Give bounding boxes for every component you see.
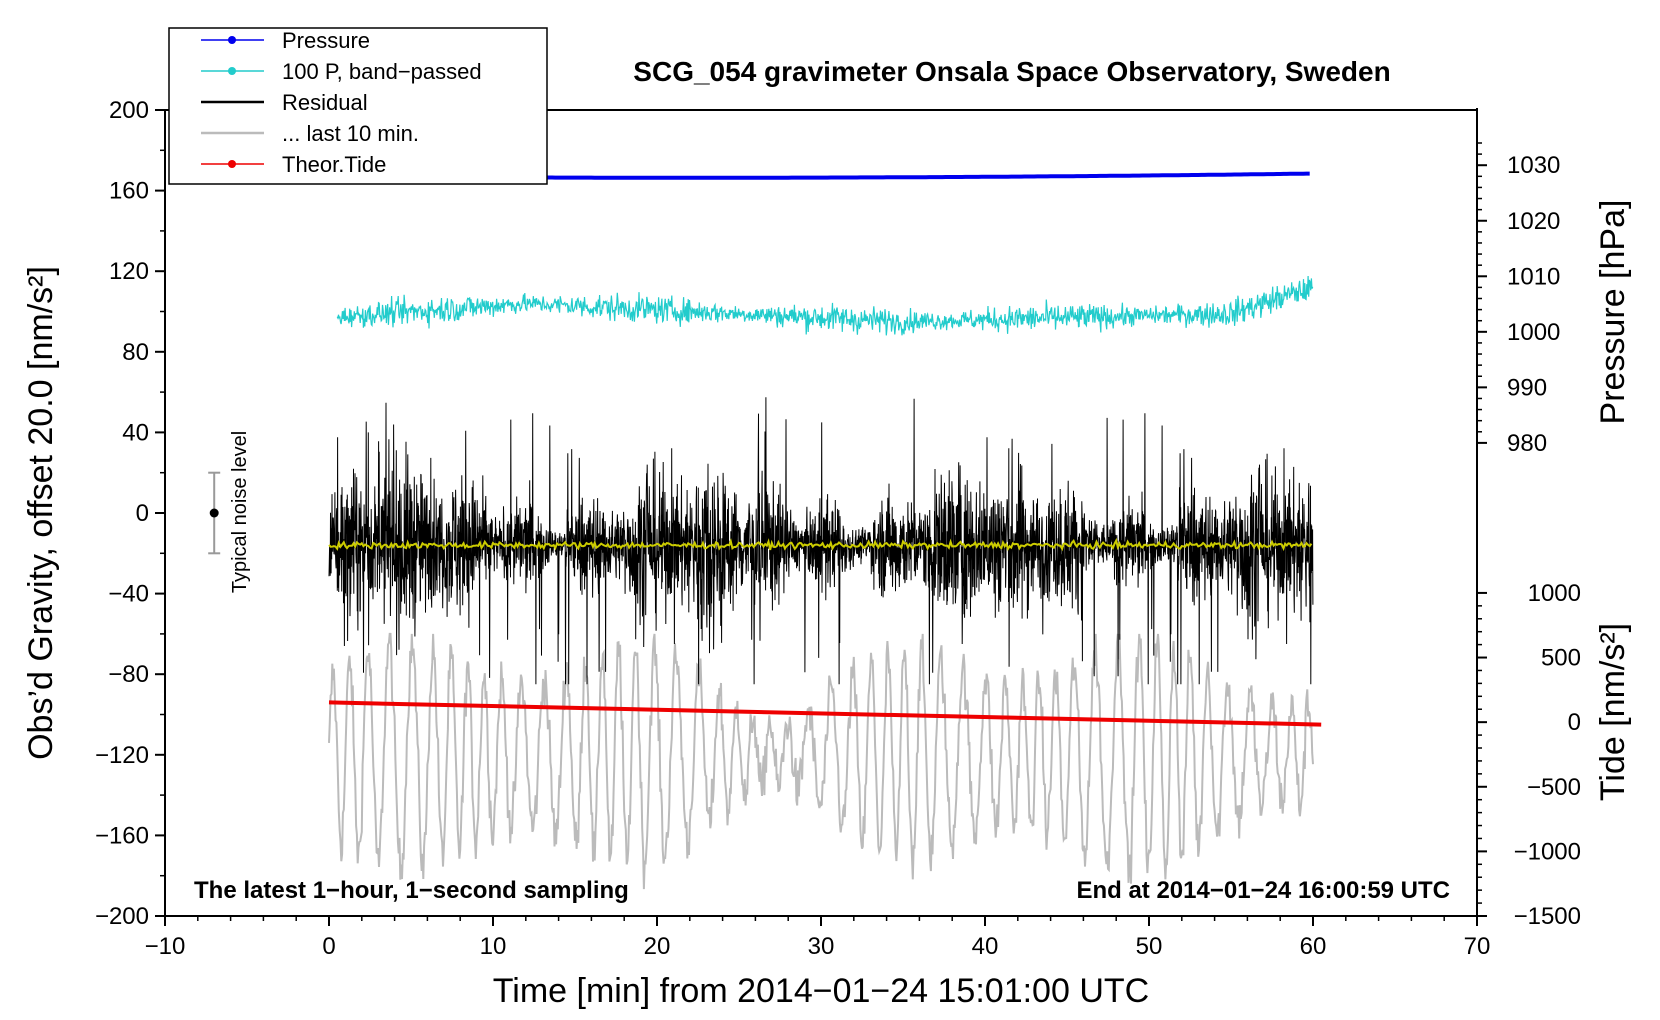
end-time-note: End at 2014−01−24 16:00:59 UTC [1076,877,1450,904]
tide-tick-label: 1000 [1528,580,1581,607]
x-axis-title: Time [min] from 2014−01−24 15:01:00 UTC [493,972,1149,1010]
tide-tick-label: −1000 [1514,838,1581,865]
series-residual-mean [328,537,1313,552]
sampling-note: The latest 1−hour, 1−second sampling [194,877,629,904]
chart-title: SCG_054 gravimeter Onsala Space Observat… [633,56,1390,87]
tide-axis-title: Tide [nm/s²] [1594,623,1632,801]
y-tick-label: 0 [136,500,149,527]
x-tick-label: 20 [644,933,671,960]
y-tick-label: 40 [122,419,149,446]
tide-tick-label: 0 [1568,709,1581,736]
legend-label: Residual [282,90,368,115]
y-tick-label: −80 [108,661,149,688]
series-band-passed [336,275,1314,336]
x-tick-label: 10 [480,933,507,960]
noise-center-dot [209,508,219,518]
pressure-tick-label: 990 [1507,374,1547,401]
legend: Pressure 100 P, band−passed Residual ... la… [168,27,548,185]
series-last-10-min [328,632,1314,890]
y-tick-label: 80 [122,339,149,366]
data-layer [328,171,1322,890]
x-tick-label: 0 [322,933,335,960]
y-tick-label: −40 [108,581,149,608]
x-tick-label: 40 [972,933,999,960]
legend-label: Theor.Tide [282,152,386,177]
pressure-tick-label: 1010 [1507,263,1560,290]
legend-marker [228,36,236,44]
tide-tick-label: −1500 [1514,903,1581,930]
legend-marker [228,160,236,168]
x-tick-label: 50 [1136,933,1163,960]
legend-label: 100 P, band−passed [282,59,482,84]
legend-label: ... last 10 min. [282,121,419,146]
y-tick-label: −120 [95,742,149,769]
x-tick-label: −10 [145,933,186,960]
legend-marker [228,67,236,75]
pressure-axis-title: Pressure [hPa] [1594,200,1632,425]
y-tick-label: −200 [95,903,149,930]
legend-box [168,27,548,185]
legend-label: Pressure [282,28,370,53]
y-tick-label: 120 [109,258,149,285]
pressure-tick-label: 1020 [1507,208,1560,235]
noise-label: Typical noise level [229,431,251,593]
y-tick-label: 160 [109,178,149,205]
pressure-tick-label: 1000 [1507,319,1560,346]
tide-tick-label: 500 [1541,645,1581,672]
y-axis-title: Obs’d Gravity, offset 20.0 [nm/s²] [22,266,60,760]
x-tick-label: 30 [808,933,835,960]
x-tick-label: 60 [1300,933,1327,960]
y-tick-label: −160 [95,822,149,849]
x-tick-label: 70 [1464,933,1491,960]
pressure-tick-label: 1030 [1507,152,1560,179]
axes-layer: −10 0 10 20 30 40 50 60 7020016012080400−40−80−1… [95,97,1581,960]
pressure-tick-label: 980 [1507,430,1547,457]
noise-level-indicator: Typical noise level [208,431,251,593]
series-theor-tide [328,700,1322,727]
tide-tick-label: −500 [1527,774,1581,801]
y-tick-label: 200 [109,97,149,124]
